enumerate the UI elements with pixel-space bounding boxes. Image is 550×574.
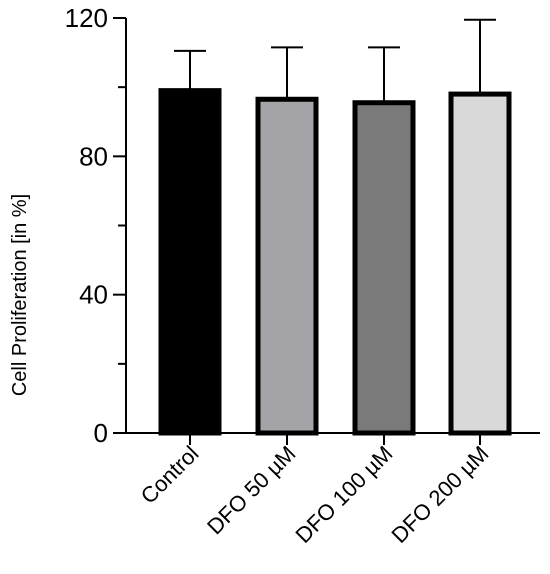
bar (448, 91, 512, 436)
y-axis-title: Cell Proliferation [in %] (9, 194, 31, 396)
bars (158, 88, 512, 436)
x-tick-label: DFO 200 µM (386, 441, 493, 548)
y-tick-label: 40 (79, 280, 108, 310)
bar (352, 100, 416, 436)
bar (255, 96, 319, 436)
x-tick-label: DFO 100 µM (290, 441, 397, 548)
axes (113, 17, 540, 445)
bar (158, 88, 222, 436)
x-tick-label: DFO 50 µM (202, 441, 300, 539)
x-tick-label: Control (136, 441, 204, 509)
y-tick-label: 0 (94, 418, 108, 448)
y-tick-label: 120 (65, 3, 108, 33)
y-tick-label: 80 (79, 141, 108, 171)
error-bars (174, 18, 496, 103)
